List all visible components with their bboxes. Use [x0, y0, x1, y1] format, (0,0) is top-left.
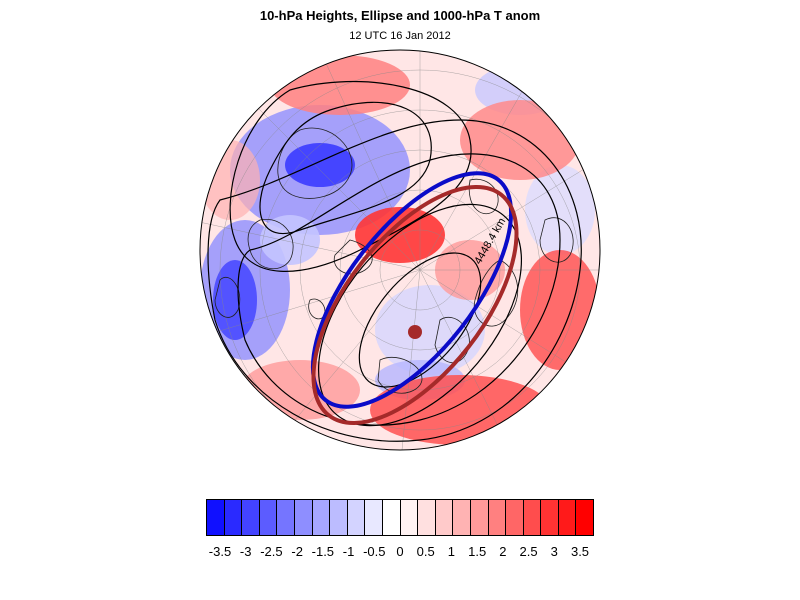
temperature-anomaly-field: 4448.4 km: [200, 50, 600, 450]
colorbar-tick-label: -3: [239, 544, 252, 559]
colorbar-tick-label: 2.5: [519, 544, 538, 559]
colorbar-tick-label: -3.5: [208, 544, 232, 559]
figure-title: 10-hPa Heights, Ellipse and 1000-hPa T a…: [259, 8, 541, 23]
colorbar-box: [400, 500, 419, 535]
colorbar: [206, 499, 594, 536]
colorbar-box: [259, 500, 278, 535]
colorbar-tick-label: 0.5: [416, 544, 435, 559]
colorbar-tick-label: 2: [499, 544, 507, 559]
colorbar-tick-label: 3: [550, 544, 558, 559]
colorbar-box: [576, 500, 594, 535]
colorbar-box: [294, 500, 313, 535]
colorbar-box: [312, 500, 331, 535]
colorbar-tick-label: -2.5: [260, 544, 283, 559]
colorbar-box: [224, 500, 243, 535]
colorbar-tick-label: -2: [291, 544, 303, 559]
blue-vortex-ellipse: [310, 171, 514, 409]
colorbar-box: [330, 500, 348, 535]
figure-subtitle: 12 UTC 16 Jan 2012: [349, 30, 451, 42]
colorbar-box: [365, 500, 383, 535]
colorbar-tick-label: 1: [447, 544, 456, 559]
colorbar-box: [347, 500, 366, 535]
colorbar-box: [558, 500, 577, 535]
colorbar-box: [506, 500, 524, 535]
colorbar-labels: -3.5 -3 -2.5 -2 -1.5 -1 -0.5 0 0.5 1 1.5 2 2.5 3 3.5: [0, 544, 800, 564]
colorbar-box: [488, 500, 507, 535]
colorbar-box: [207, 500, 225, 535]
colorbar-tick-label: 3.5: [570, 544, 590, 559]
colorbar-box: [541, 500, 559, 535]
colorbar-box: [453, 500, 471, 535]
colorbar-box: [382, 500, 401, 535]
colorbar-tick-label: -1: [342, 544, 355, 559]
colorbar-box: [242, 500, 260, 535]
colorbar-box: [470, 500, 489, 535]
ellipse-center-dot: [408, 325, 422, 339]
colorbar-tick-label: 1.5: [468, 544, 487, 559]
colorbar-box: [418, 500, 436, 535]
colorbar-tick-label: -0.5: [363, 544, 386, 559]
red-vortex-ellipse: [311, 185, 519, 425]
colorbar-box: [523, 500, 542, 535]
colorbar-box: [435, 500, 454, 535]
colorbar-box: [277, 500, 295, 535]
colorbar-tick-label: 0: [396, 544, 404, 559]
colorbar-tick-label: -1.5: [311, 544, 335, 559]
globe-outline: [199, 49, 601, 451]
